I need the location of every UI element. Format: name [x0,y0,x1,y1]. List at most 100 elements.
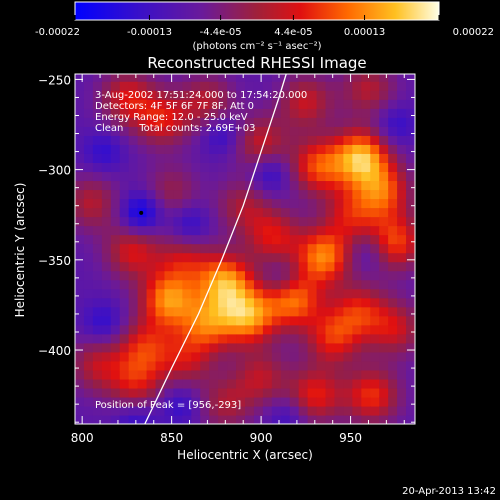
heatmap-cell [110,74,121,82]
heatmap-cell [101,207,112,218]
heatmap-cell [137,378,148,389]
heatmap-cell [289,261,300,272]
heatmap-cell [75,189,85,200]
heatmap-cell [227,171,237,182]
heatmap-cell [245,81,255,91]
heatmap-cell [164,99,175,109]
heatmap-cell [271,333,282,344]
heatmap-cell [370,315,380,326]
heatmap-cell [406,180,415,191]
heatmap-cell [334,369,345,380]
heatmap-cell [137,414,148,424]
heatmap-cell [406,297,415,308]
heatmap-cell [128,279,139,290]
heatmap-cell [325,405,336,416]
heatmap-cell [128,108,139,118]
heatmap-cell [325,171,336,182]
heatmap-cell [164,108,175,118]
heatmap-cell [325,108,336,118]
heatmap-cell [110,126,121,136]
heatmap-cell [253,387,264,398]
heatmap-cell [200,171,210,182]
heatmap-cell [191,333,201,344]
heatmap-cell [253,135,264,145]
heatmap-cell [325,135,336,145]
heatmap-cell [388,414,398,424]
heatmap-cell [334,342,345,353]
heatmap-cell [137,324,148,335]
heatmap-cell [280,216,291,227]
heatmap-cell [325,162,336,173]
heatmap-cell [289,243,300,254]
heatmap-cell [155,216,166,227]
heatmap-cell [155,162,166,173]
heatmap-cell [128,189,139,200]
heatmap-cell [325,207,336,218]
heatmap-cell [164,378,175,389]
heatmap-cell [146,243,157,254]
heatmap-cell [200,81,210,91]
heatmap-cell [280,243,291,254]
heatmap-cell [388,315,398,326]
heatmap-cell [164,405,175,416]
heatmap-cell [316,261,327,272]
heatmap-cell [245,315,255,326]
heatmap-cell [352,297,362,308]
heatmap-cell [92,108,103,118]
heatmap-cell [388,180,398,191]
heatmap-cell [119,405,130,416]
heatmap-cell [388,270,398,281]
heatmap-cell [110,135,121,145]
heatmap-cell [164,81,175,91]
heatmap-cell [173,378,183,389]
heatmap-cell [182,162,192,173]
heatmap-cell [316,198,327,209]
heatmap-cell [227,396,237,407]
colorbar-tick-label: 0.00022 [453,27,494,38]
heatmap-cell [200,144,210,154]
heatmap-cell [209,117,219,127]
heatmap-cell [253,108,264,118]
heatmap-cell [92,144,103,154]
heatmap-cell [155,153,166,163]
heatmap-cell [334,351,345,362]
heatmap-cell [227,351,237,362]
heatmap-cell [397,342,407,353]
heatmap-cell [289,369,300,380]
heatmap-cell [227,288,237,299]
heatmap-cell [361,243,371,254]
heatmap-cell [101,333,112,344]
heatmap-cell [110,405,121,416]
heatmap-cell [227,261,237,272]
heatmap-cell [280,252,291,263]
heatmap-cell [280,360,291,371]
heatmap-cell [110,180,121,191]
heatmap-cell [406,351,415,362]
heatmap-cell [406,360,415,371]
heatmap-cell [164,351,175,362]
heatmap-cell [253,90,264,100]
heatmap-cell [245,243,255,254]
heatmap-cell [253,99,264,109]
heatmap-cell [75,315,85,326]
heatmap-cell [119,288,130,299]
heatmap-cell [218,279,228,290]
heatmap-cell [101,405,112,416]
heatmap-cell [92,297,103,308]
heatmap-cell [406,405,415,416]
heatmap-cell [370,288,380,299]
heatmap-cell [370,396,380,407]
heatmap-cell [119,342,130,353]
heatmap-cell [191,144,201,154]
heatmap-cell [75,162,85,173]
heatmap-cell [236,369,246,380]
heatmap-cell [280,387,291,398]
heatmap-cell [128,270,139,281]
heatmap-cell [83,306,94,317]
heatmap-cell [75,261,85,272]
heatmap-cell [128,306,139,317]
heatmap-cell [92,333,103,344]
heatmap-cell [262,387,273,398]
heatmap-cell [137,198,148,209]
heatmap-cell [191,74,201,82]
